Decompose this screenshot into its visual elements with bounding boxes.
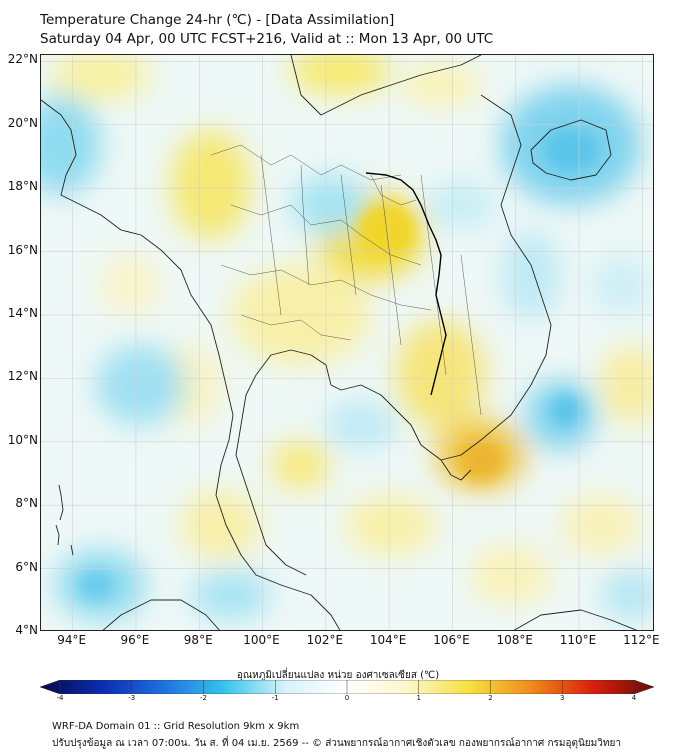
lon-label: 98°E [183,633,213,647]
lon-label: 106°E [433,633,470,647]
lat-label: 16°N [7,242,38,257]
lon-label: 102°E [306,633,344,647]
colorbar-tick-label: -3 [128,694,136,702]
lat-label: 8°N [15,496,38,511]
colorbar-tick-label: 2 [488,694,493,702]
colorbar-title: อุณหภูมิเปลี่ยนแปลง หน่วย องศาเซลเซียส (… [236,670,440,681]
lat-label: 22°N [7,52,38,67]
lat-lon-grid [41,55,653,630]
lat-label: 6°N [15,559,38,574]
lon-label: 108°E [496,633,533,647]
lon-label: 96°E [120,633,150,647]
lat-label: 10°N [7,432,38,447]
lon-label: 94°E [57,633,87,647]
map-subtitle: Saturday 04 Apr, 00 UTC FCST+216, Valid … [40,31,494,47]
colorbar [40,680,654,694]
colorbar-tick-label: 4 [631,694,637,702]
map-panel [40,54,654,631]
footer-model-info: WRF-DA Domain 01 :: Grid Resolution 9km … [52,721,300,732]
colorbar-tick-label: 3 [560,694,565,702]
lat-label: 12°N [7,369,38,384]
colorbar-tick-label: -4 [56,694,64,702]
lon-label: 112°E [623,633,660,647]
lon-label: 100°E [243,633,280,647]
lat-label: 4°N [15,623,38,637]
province-boundaries [210,144,482,416]
coastlines-borders [41,55,638,630]
lon-label: 104°E [369,633,407,647]
colorbar-tick-label: -1 [271,694,279,702]
temperature-field-map [41,55,653,630]
lat-label: 18°N [7,179,38,194]
lat-label: 20°N [7,115,38,130]
colorbar-tick-label: 1 [416,694,421,702]
colorbar-tick-label: 0 [344,694,350,702]
colorbar-tick-label: -2 [200,694,207,702]
lat-label: 14°N [7,305,38,320]
country-border-thailand-laos [365,172,447,396]
lon-label: 110°E [559,633,597,647]
footer-credit: ปรับปรุงข้อมูล ณ เวลา 07:00น. วัน ส. ที่… [52,738,621,749]
map-title: Temperature Change 24-hr (℃) - [Data Ass… [40,12,395,28]
